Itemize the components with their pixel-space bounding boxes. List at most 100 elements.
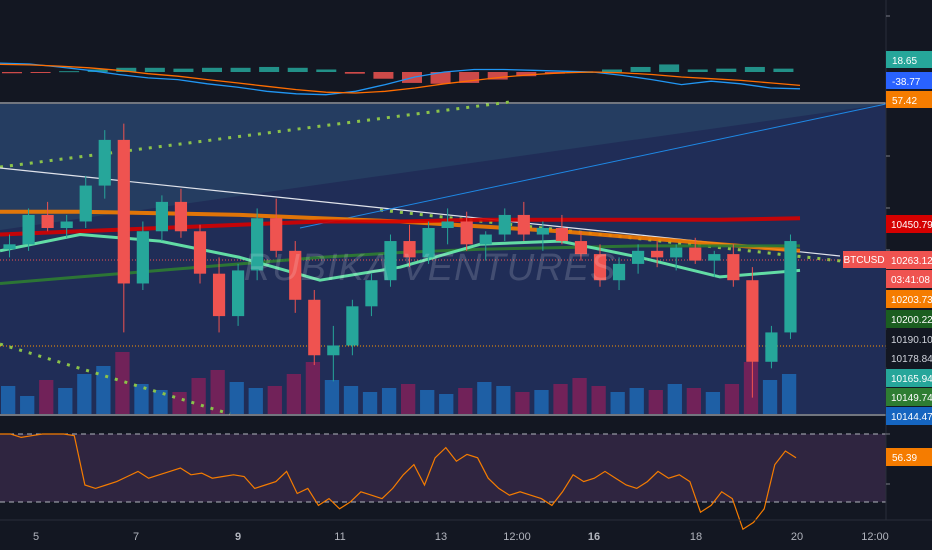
volume-bar	[496, 386, 511, 414]
candle[interactable]	[689, 237, 702, 264]
candle[interactable]	[270, 198, 283, 258]
candle[interactable]	[79, 175, 92, 228]
volume-bar	[686, 388, 701, 414]
candle-body	[289, 250, 302, 300]
candle[interactable]	[612, 257, 626, 290]
macd-histogram-bar	[744, 66, 765, 72]
candle-body	[193, 231, 207, 274]
volume-bar	[401, 384, 416, 414]
symbol-tag[interactable]: BTCUSD	[843, 251, 886, 268]
volume-bar	[439, 394, 454, 414]
macd-lines	[0, 62, 801, 96]
volume-bar	[743, 362, 759, 414]
volume-bar	[724, 384, 740, 414]
candle[interactable]	[212, 257, 226, 333]
candle[interactable]	[784, 234, 797, 339]
time-axis-label: 12:00	[861, 531, 889, 543]
candle-body	[79, 185, 92, 222]
candle[interactable]	[498, 208, 511, 242]
candle-body	[441, 221, 454, 228]
candle-body	[517, 214, 530, 235]
macd-histogram-bar	[487, 72, 508, 80]
candle[interactable]	[555, 214, 568, 245]
volume-bar	[381, 388, 397, 414]
candle[interactable]	[3, 234, 16, 258]
macd-histogram-bar	[287, 67, 308, 72]
candle[interactable]	[441, 208, 454, 245]
macd-line	[0, 62, 801, 96]
candle[interactable]	[574, 231, 588, 261]
candle[interactable]	[41, 201, 54, 232]
volume-bar	[667, 384, 682, 414]
candle[interactable]	[517, 201, 530, 242]
macd-histogram-bar	[459, 72, 480, 83]
candle[interactable]	[117, 123, 130, 333]
candle[interactable]	[289, 241, 302, 313]
time-axis-label: 5	[33, 531, 39, 543]
candle-body	[251, 218, 264, 271]
svg-text:10144.47: 10144.47	[891, 412, 932, 423]
volume-bar	[420, 390, 435, 414]
macd-axis-label: -38.77	[886, 72, 932, 89]
rsi-band-fill	[0, 434, 886, 502]
volume-bar	[572, 378, 587, 414]
candle[interactable]	[460, 211, 473, 251]
candle[interactable]	[593, 244, 607, 287]
time-axis-label: 18	[690, 531, 702, 543]
candle[interactable]	[708, 250, 721, 277]
candle[interactable]	[479, 231, 492, 261]
blue-fan-line[interactable]	[299, 103, 887, 229]
volume-bar	[553, 384, 568, 414]
macd-histogram-bar	[259, 66, 280, 72]
svg-text:57.42: 57.42	[892, 96, 917, 107]
macd-histogram-bar	[202, 67, 222, 72]
candle[interactable]	[746, 267, 759, 398]
price-axis-label: 10263.12	[886, 251, 932, 269]
candle[interactable]	[536, 221, 549, 251]
candle[interactable]	[22, 208, 35, 251]
candle[interactable]	[632, 244, 645, 274]
volume-bar	[515, 392, 530, 414]
price-axis-label: 10200.22	[886, 310, 932, 328]
candle[interactable]	[384, 234, 397, 287]
rsi-line	[0, 433, 797, 531]
candle[interactable]	[193, 224, 207, 284]
candle-body	[403, 241, 416, 258]
svg-text:56.39: 56.39	[892, 453, 917, 464]
candle[interactable]	[174, 188, 188, 238]
candle-body	[460, 221, 473, 245]
candle[interactable]	[136, 221, 149, 290]
candle[interactable]	[403, 224, 416, 268]
candle[interactable]	[422, 221, 435, 264]
volume-bar	[534, 390, 549, 414]
price-axis[interactable]: 18.65 -38.77 57.42 10450.79 10263.12 03:41:0…	[885, 0, 932, 520]
candle-body	[727, 254, 740, 281]
rsi-pane	[0, 416, 886, 531]
candle[interactable]	[308, 290, 321, 366]
candle[interactable]	[232, 263, 245, 326]
candle-body	[98, 139, 111, 186]
macd-histogram-bar	[144, 67, 165, 72]
candle[interactable]	[251, 208, 264, 281]
candle[interactable]	[98, 130, 111, 199]
macd-histogram-bar	[59, 71, 80, 73]
volume-bar	[305, 362, 321, 414]
candle[interactable]	[327, 325, 340, 382]
volume-bar	[229, 382, 244, 414]
candle[interactable]	[670, 244, 683, 271]
time-axis[interactable]: 5 7 9 11 13 12:00 16 18 20 12:00	[0, 519, 932, 543]
candle[interactable]	[365, 273, 378, 317]
macd-histogram-bar	[373, 72, 394, 79]
candle-body	[41, 214, 54, 228]
candle[interactable]	[346, 299, 359, 356]
candle[interactable]	[651, 241, 664, 268]
candle[interactable]	[155, 195, 168, 242]
candle[interactable]	[727, 244, 740, 287]
lower-dotted-trendline[interactable]	[0, 342, 231, 416]
upper-channel-shade	[0, 104, 886, 230]
candle[interactable]	[765, 325, 778, 369]
macd-histogram-bar	[716, 68, 737, 72]
candle[interactable]	[60, 214, 73, 238]
volume-bar	[153, 390, 168, 414]
